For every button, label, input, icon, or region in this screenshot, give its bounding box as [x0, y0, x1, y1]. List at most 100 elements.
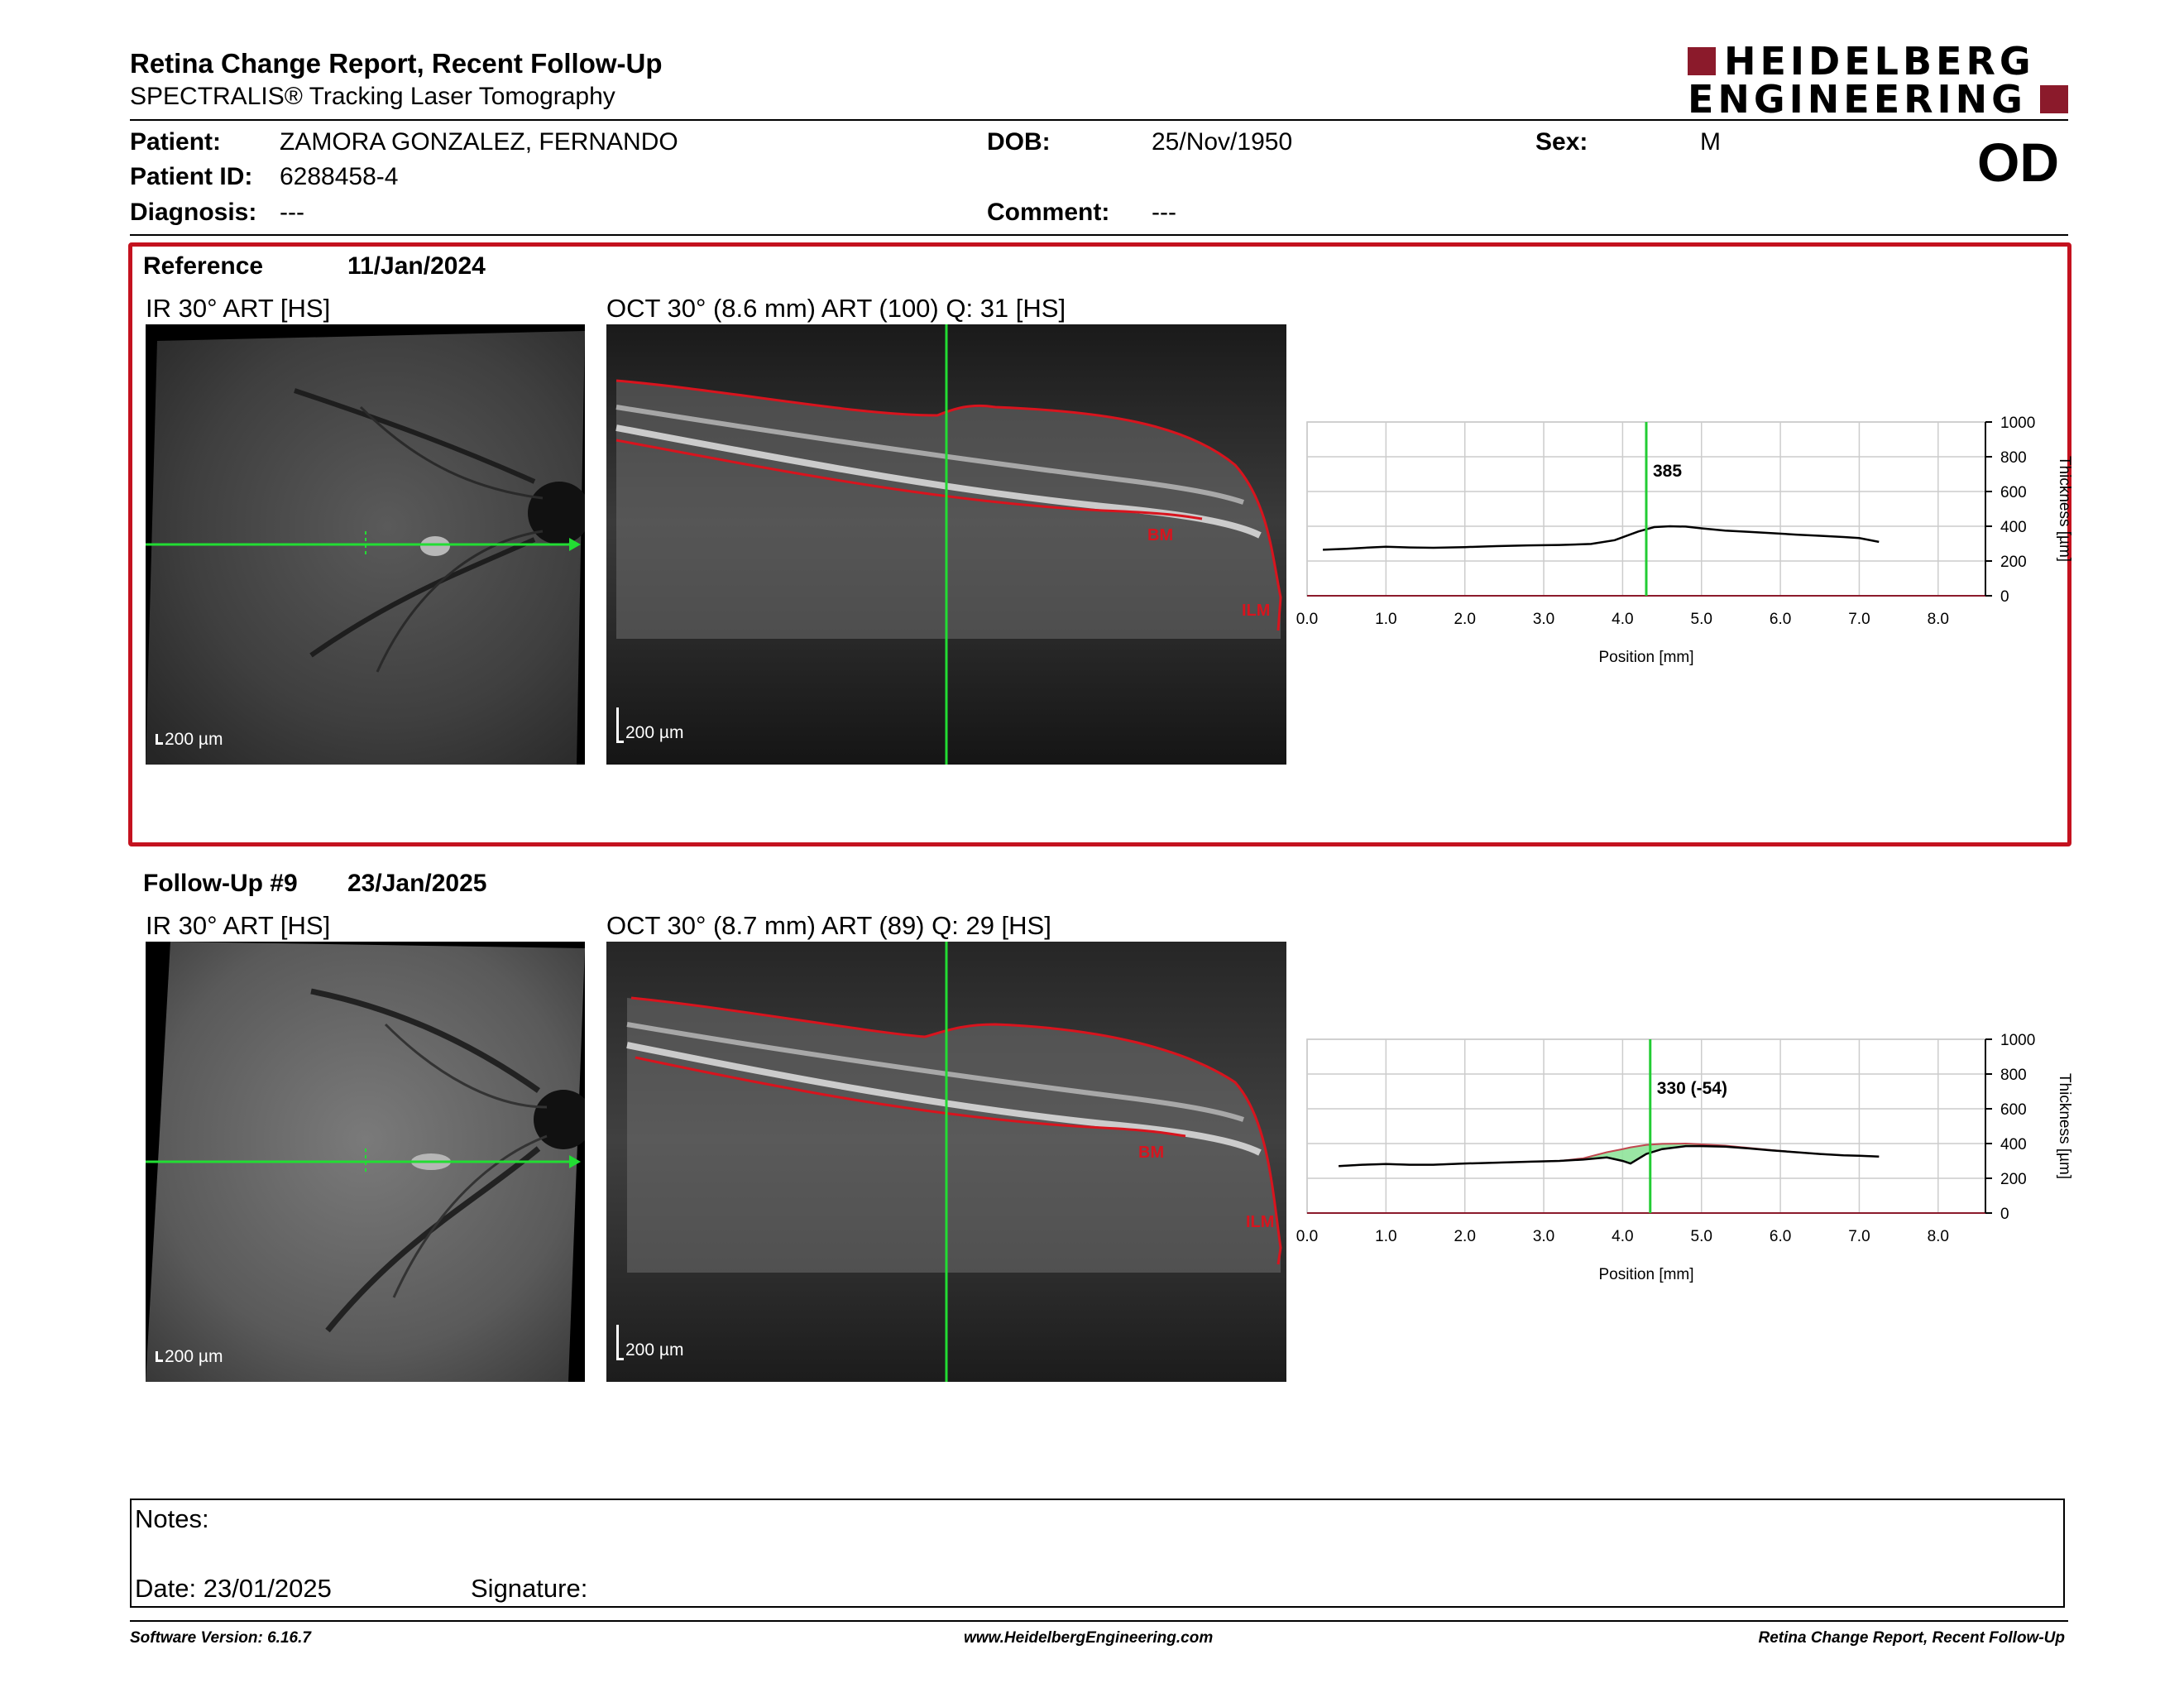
footer-website[interactable]: www.HeidelbergEngineering.com	[964, 1629, 1214, 1647]
reference-date: 11/Jan/2024	[347, 252, 486, 280]
y-tick-label: 200	[2000, 554, 2027, 571]
heidelberg-logo: HEIDELBERG ENGINEERING	[1688, 42, 2068, 122]
x-tick-label: 3.0	[1533, 611, 1554, 628]
x-tick-label: 3.0	[1533, 1228, 1554, 1245]
followup-bm-label: BM	[1138, 1144, 1164, 1162]
logo-square-top	[1688, 47, 1716, 75]
y-tick-label: 0	[2000, 1206, 2009, 1223]
y-tick-label: 600	[2000, 484, 2027, 501]
diagnosis-value: ---	[280, 199, 304, 226]
x-tick-label: 2.0	[1454, 1228, 1475, 1245]
scale-bracket-icon	[616, 707, 624, 743]
eye-indicator: OD	[1977, 132, 2059, 193]
x-tick-label: 4.0	[1612, 611, 1633, 628]
footer-divider	[130, 1620, 2068, 1622]
reference-oct-scale-text: 200 µm	[625, 723, 684, 742]
logo-square-bottom	[2040, 85, 2068, 113]
logo-line-2: ENGINEERING	[1688, 77, 2027, 122]
reference-ir-scale-text: 200 µm	[165, 730, 223, 749]
x-tick-label: 2.0	[1454, 611, 1475, 628]
sex-value: M	[1700, 128, 1721, 156]
x-tick-label: 7.0	[1848, 1228, 1870, 1245]
x-tick-label: 8.0	[1928, 611, 1949, 628]
y-axis-label: Thickness [µm]	[2056, 456, 2073, 562]
x-tick-label: 1.0	[1375, 611, 1396, 628]
series-line	[1323, 525, 1880, 551]
logo-line-1: HEIDELBERG	[1724, 39, 2035, 84]
comment-label: Comment:	[987, 199, 1110, 226]
y-tick-label: 0	[2000, 588, 2009, 606]
followup-ilm-label: ILM	[1246, 1213, 1274, 1231]
x-tick-label: 1.0	[1375, 1228, 1396, 1245]
reference-label: Reference	[143, 252, 264, 280]
x-tick-label: 4.0	[1612, 1228, 1633, 1245]
x-tick-label: 6.0	[1770, 611, 1791, 628]
sex-label: Sex:	[1535, 128, 1588, 156]
patient-divider	[130, 234, 2068, 236]
reference-oct-scale: 200 µm	[616, 707, 683, 743]
footer-software-version: Software Version: 6.16.7	[130, 1629, 311, 1647]
y-tick-label: 400	[2000, 1136, 2027, 1153]
y-tick-label: 400	[2000, 519, 2027, 536]
diagnosis-label: Diagnosis:	[130, 199, 257, 226]
notes-signature: Signature:	[471, 1574, 588, 1603]
notes-label: Notes:	[135, 1504, 209, 1533]
x-axis-label: Position [mm]	[1598, 1266, 1693, 1283]
change-area	[1339, 1144, 1880, 1167]
followup-oct-scale: 200 µm	[616, 1325, 683, 1360]
notes-box[interactable]	[130, 1499, 2065, 1608]
reference-thickness-chart: 0.0 1.0 2.0 3.0 4.0 5.0 6.0 7.0 8.0 0 200 400 600 800…	[1296, 415, 2073, 666]
scale-bracket-icon	[616, 1325, 624, 1360]
followup-oct-scale-text: 200 µm	[625, 1340, 684, 1360]
followup-oct-svg: BM ILM	[606, 942, 1286, 1382]
y-axis-label: Thickness [µm]	[2056, 1073, 2073, 1179]
marker-value-label: 330 (-54)	[1657, 1079, 1727, 1098]
followup-oct-image[interactable]: BM ILM 200 µm	[606, 942, 1286, 1382]
reference-ir-image[interactable]: 200 µm	[146, 324, 585, 765]
y-tick-label: 800	[2000, 449, 2027, 467]
followup-label: Follow-Up #9	[143, 870, 298, 897]
reference-fundus-svg	[146, 331, 585, 765]
patient-id-value: 6288458-4	[280, 163, 399, 190]
followup-oct-caption: OCT 30° (8.7 mm) ART (89) Q: 29 [HS]	[606, 911, 1051, 940]
series-line-followup	[1339, 1144, 1880, 1168]
notes-date: Date: 23/01/2025	[135, 1574, 332, 1603]
followup-ir-scale: 200 µm	[156, 1347, 223, 1367]
followup-ir-caption: IR 30° ART [HS]	[146, 911, 331, 940]
reference-oct-image[interactable]: BM ILM 200 µm	[606, 324, 1286, 765]
x-tick-label: 0.0	[1296, 611, 1318, 628]
header-divider	[130, 119, 2068, 121]
followup-thickness-chart: 0.0 1.0 2.0 3.0 4.0 5.0 6.0 7.0 8.0 0 200 400 600 800…	[1296, 1032, 2073, 1283]
scale-bracket-icon	[156, 1351, 163, 1362]
x-tick-label: 6.0	[1770, 1228, 1791, 1245]
reference-ir-caption: IR 30° ART [HS]	[146, 294, 331, 323]
followup-date: 23/Jan/2025	[347, 870, 487, 897]
x-tick-label: 7.0	[1848, 611, 1870, 628]
y-tick-label: 600	[2000, 1101, 2027, 1119]
y-tick-label: 1000	[2000, 1032, 2035, 1049]
reference-oct-caption: OCT 30° (8.6 mm) ART (100) Q: 31 [HS]	[606, 294, 1066, 323]
plot-frame	[1306, 1038, 1986, 1214]
chart-plot-area	[1306, 1038, 1986, 1214]
reference-ilm-label: ILM	[1242, 602, 1270, 620]
patient-label: Patient:	[130, 128, 222, 156]
y-tick-label: 200	[2000, 1171, 2027, 1188]
patient-id-label: Patient ID:	[130, 163, 253, 190]
report-title: Retina Change Report, Recent Follow-Up	[130, 48, 663, 79]
reference-frame	[128, 242, 2071, 846]
footer-report-name: Retina Change Report, Recent Follow-Up	[1758, 1629, 2065, 1647]
reference-oct-svg: BM ILM	[606, 324, 1286, 765]
reference-ir-scale: 200 µm	[156, 730, 223, 750]
x-tick-label: 5.0	[1691, 1228, 1712, 1245]
x-axis-label: Position [mm]	[1598, 649, 1693, 666]
dob-value: 25/Nov/1950	[1152, 128, 1293, 156]
dob-label: DOB:	[987, 128, 1051, 156]
x-tick-label: 0.0	[1296, 1228, 1318, 1245]
y-tick-label: 800	[2000, 1067, 2027, 1084]
followup-fundus-svg	[146, 942, 585, 1382]
y-tick-label: 1000	[2000, 415, 2035, 432]
x-tick-label: 5.0	[1691, 611, 1712, 628]
marker-value-label: 385	[1653, 462, 1682, 481]
comment-value: ---	[1152, 199, 1176, 226]
followup-ir-image[interactable]: 200 µm	[146, 942, 585, 1382]
